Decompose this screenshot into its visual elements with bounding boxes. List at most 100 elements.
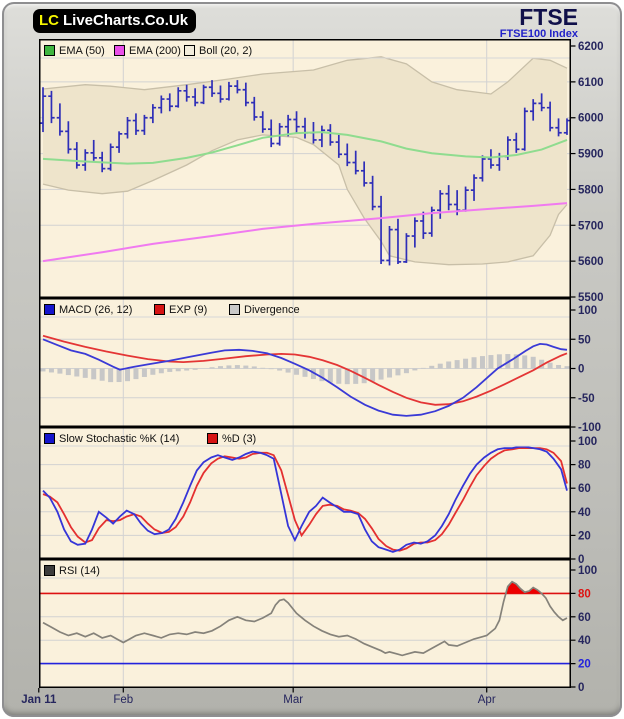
ohlc-bar bbox=[158, 95, 165, 114]
divergence-bar bbox=[302, 368, 308, 377]
y-axis-label: 6100 bbox=[578, 77, 604, 89]
divergence-bar bbox=[116, 368, 122, 383]
macd-y-axis: 100 50 0 -50 -100 bbox=[571, 305, 601, 434]
ohlc-bar bbox=[234, 80, 241, 94]
y-axis-label: 40 bbox=[578, 507, 591, 519]
ohlc-bar bbox=[437, 190, 444, 219]
divergence-bar bbox=[268, 368, 274, 370]
month-label: Feb bbox=[113, 694, 133, 706]
ohlc-bar bbox=[394, 218, 402, 265]
ohlc-bar bbox=[242, 82, 250, 107]
ohlc-bar bbox=[149, 104, 157, 124]
divergence-bar bbox=[209, 367, 215, 369]
divergence-bar bbox=[226, 365, 232, 369]
divergence-bar bbox=[412, 368, 418, 371]
divergence-bar bbox=[184, 368, 190, 371]
divergence-bar bbox=[91, 368, 97, 380]
logo-lc-badge: LC bbox=[39, 12, 59, 29]
ohlc-bar bbox=[360, 161, 368, 187]
ohlc-bar bbox=[259, 111, 266, 133]
rsi-overbought-area bbox=[43, 581, 567, 594]
y-axis-label: 6200 bbox=[578, 41, 604, 53]
y-axis-label: 0 bbox=[578, 364, 584, 376]
ohlc-bar bbox=[318, 125, 326, 148]
ohlc-bar bbox=[191, 88, 199, 107]
divergence-bar bbox=[463, 358, 469, 369]
divergence-bar bbox=[57, 368, 63, 374]
ohlc-bar bbox=[217, 85, 224, 103]
ohlc-bar bbox=[48, 90, 55, 124]
rsi-y-axis: 100 80 60 40 20 0 bbox=[571, 565, 597, 694]
divergence-bar bbox=[217, 366, 223, 369]
ohlc-bar bbox=[132, 113, 140, 135]
ohlc-bar bbox=[479, 155, 486, 182]
ohlc-bar bbox=[107, 143, 114, 171]
divergence-bar bbox=[141, 368, 147, 377]
divergence-bar bbox=[353, 368, 359, 384]
y-axis-label: 100 bbox=[578, 436, 597, 448]
ohlc-bar bbox=[293, 111, 300, 133]
divergence-bar bbox=[82, 368, 88, 378]
divergence-bar bbox=[556, 364, 562, 369]
y-axis-label: 50 bbox=[578, 334, 591, 346]
divergence-bar bbox=[344, 368, 350, 385]
divergence-bar bbox=[564, 366, 570, 369]
divergence-bar bbox=[420, 367, 426, 369]
x-axis: Jan 11 Feb Mar Apr bbox=[21, 688, 496, 706]
rsi-panel bbox=[39, 559, 571, 688]
ohlc-bar bbox=[82, 149, 89, 171]
divergence-bar bbox=[530, 356, 536, 369]
ema200-line bbox=[42, 202, 568, 263]
divergence-bar bbox=[158, 368, 164, 374]
ohlc-bar bbox=[403, 233, 410, 263]
stochastic-panel bbox=[39, 427, 571, 559]
ohlc-bar bbox=[166, 93, 173, 112]
price-panel bbox=[39, 39, 571, 298]
month-label: Mar bbox=[283, 694, 303, 706]
divergence-bar bbox=[488, 355, 494, 369]
y-axis-label: 20 bbox=[578, 530, 591, 542]
ohlc-bar bbox=[386, 226, 393, 266]
y-axis-label: 60 bbox=[578, 483, 591, 495]
rsi-panel-border bbox=[39, 559, 571, 688]
divergence-bar bbox=[167, 368, 173, 372]
divergence-bar bbox=[175, 368, 181, 372]
divergence-bar bbox=[285, 368, 291, 373]
stoch-d-line bbox=[42, 447, 568, 552]
divergence-bar bbox=[446, 361, 452, 369]
bollinger-upper-line bbox=[42, 56, 568, 95]
ohlc-bar bbox=[73, 142, 81, 169]
ohlc-bar bbox=[90, 139, 97, 161]
macd-panel-border bbox=[39, 298, 571, 427]
y-axis-label: -50 bbox=[578, 393, 595, 405]
ohlc-bar bbox=[513, 132, 520, 153]
divergence-bar bbox=[378, 368, 384, 380]
y-axis-label: 0 bbox=[578, 554, 584, 566]
stoch-k-line bbox=[42, 445, 568, 553]
price-panel-border bbox=[39, 39, 571, 298]
divergence-bar bbox=[327, 368, 333, 383]
ohlc-bar bbox=[251, 96, 258, 121]
divergence-bar bbox=[539, 359, 545, 369]
divergence-bar bbox=[234, 365, 240, 369]
ohlc-bar bbox=[521, 107, 528, 151]
bollinger-lower-line bbox=[42, 134, 568, 266]
divergence-bar bbox=[361, 368, 367, 384]
divergence-bar bbox=[99, 368, 105, 381]
ohlc-bar bbox=[327, 124, 334, 146]
ohlc-bar bbox=[344, 143, 351, 167]
ohlc-bar bbox=[284, 114, 292, 137]
ohlc-bar bbox=[225, 81, 233, 101]
y-axis-label: 20 bbox=[578, 659, 591, 671]
ohlc-bar bbox=[445, 185, 452, 211]
ohlc-bar bbox=[56, 103, 64, 136]
ohlc-bar bbox=[555, 118, 562, 137]
y-axis-label: 5900 bbox=[578, 149, 604, 161]
livecharts-logo[interactable]: LC LiveCharts.Co.Uk bbox=[33, 9, 197, 33]
y-axis-label: 100 bbox=[578, 305, 597, 317]
divergence-bar bbox=[294, 368, 300, 375]
ohlc-bar bbox=[267, 119, 275, 148]
rsi-line bbox=[42, 580, 568, 657]
